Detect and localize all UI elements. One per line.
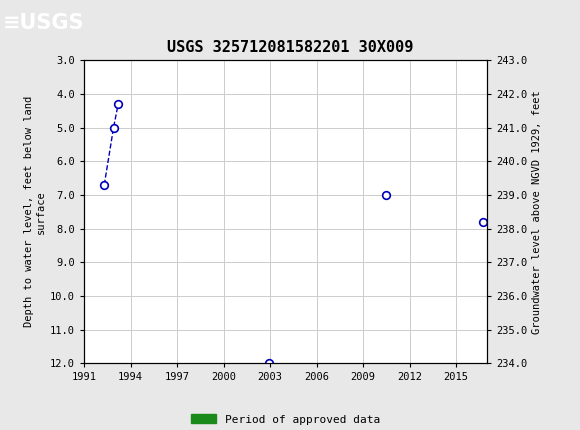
Y-axis label: Groundwater level above NGVD 1929, feet: Groundwater level above NGVD 1929, feet [532, 90, 542, 334]
Text: USGS 325712081582201 30X009: USGS 325712081582201 30X009 [167, 40, 413, 55]
Bar [267, 365, 269, 372]
Bar [390, 365, 393, 372]
Legend: Period of approved data: Period of approved data [187, 410, 385, 429]
Text: ≡USGS: ≡USGS [3, 12, 85, 33]
Bar [464, 365, 480, 372]
Bar [95, 365, 103, 372]
Y-axis label: Depth to water level, feet below land
surface: Depth to water level, feet below land su… [24, 96, 46, 327]
